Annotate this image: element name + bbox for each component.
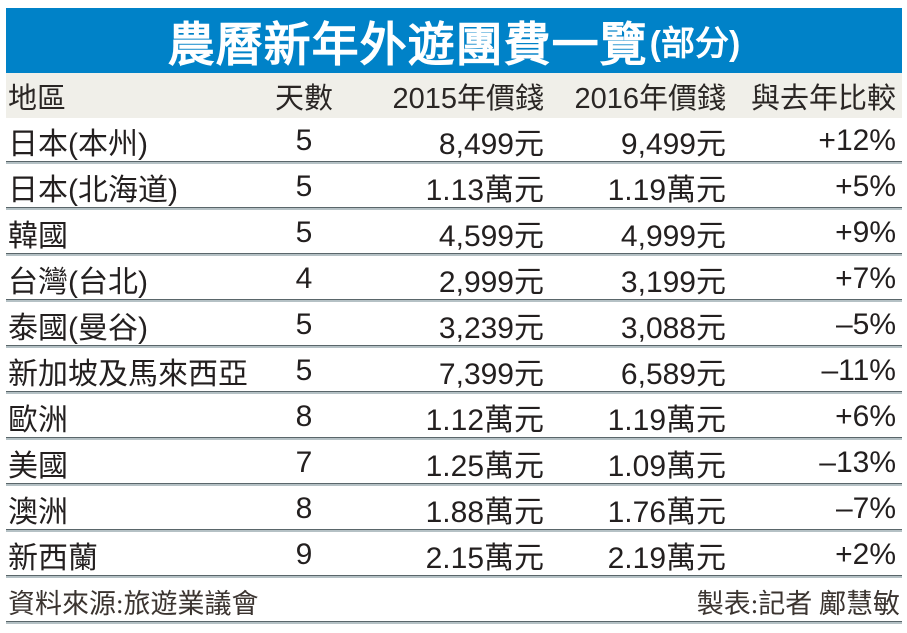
table-row: 美國 7 1.25萬元 1.09萬元 –13% <box>6 440 902 486</box>
days-cell: 5 <box>295 216 313 249</box>
change-cell: +6% <box>835 400 896 433</box>
column-header-days: 天數 <box>274 82 333 115</box>
price-2015-cell: 1.12萬元 <box>425 404 544 437</box>
days-cell: 7 <box>295 446 313 479</box>
days-cell: 5 <box>295 124 313 157</box>
table-row: 歐洲 8 1.12萬元 1.19萬元 +6% <box>6 394 902 440</box>
price-2015-cell: 7,399元 <box>438 358 544 391</box>
table-row: 泰國(曼谷) 5 3,239元 3,088元 –5% <box>6 302 902 348</box>
price-2016-cell: 1.76萬元 <box>607 496 726 529</box>
table-row: 韓國 5 4,599元 4,999元 +9% <box>6 210 902 256</box>
footer: 資料來源:旅遊業議會 製表:記者 鄺慧敏 <box>6 578 902 624</box>
source-credit: 資料來源:旅遊業議會 <box>8 588 259 619</box>
days-cell: 5 <box>295 170 313 203</box>
region-cell: 韓國 <box>8 220 68 253</box>
price-2016-cell: 1.19萬元 <box>607 174 726 207</box>
region-cell: 台灣(台北) <box>8 266 148 299</box>
page-title-suffix: (部分) <box>649 25 741 63</box>
table-body: 日本(本州) 5 8,499元 9,499元 +12% 日本(北海道) 5 1.… <box>6 118 902 578</box>
column-header-change: 與去年比較 <box>750 82 896 115</box>
table-row: 新加坡及馬來西亞 5 7,399元 6,589元 –11% <box>6 348 902 394</box>
price-2016-cell: 3,199元 <box>620 266 726 299</box>
price-2015-cell: 1.88萬元 <box>425 496 544 529</box>
price-2016-cell: 1.19萬元 <box>607 404 726 437</box>
price-2015-cell: 1.25萬元 <box>425 450 544 483</box>
change-cell: +12% <box>818 124 896 157</box>
days-cell: 5 <box>295 308 313 341</box>
table-row: 澳洲 8 1.88萬元 1.76萬元 –7% <box>6 486 902 532</box>
days-cell: 4 <box>295 262 313 295</box>
days-cell: 8 <box>295 400 313 433</box>
price-2016-cell: 9,499元 <box>620 128 726 161</box>
region-cell: 歐洲 <box>8 404 68 437</box>
page-title: 農曆新年外遊團費一覽 <box>167 18 648 71</box>
price-2015-cell: 3,239元 <box>438 312 544 345</box>
author-credit: 製表:記者 鄺慧敏 <box>696 588 900 619</box>
change-cell: –11% <box>821 354 896 387</box>
column-header-price-2015: 2015年價錢 <box>392 82 544 115</box>
region-cell: 泰國(曼谷) <box>8 312 148 345</box>
table-row: 台灣(台北) 4 2,999元 3,199元 +7% <box>6 256 902 302</box>
price-2016-cell: 6,589元 <box>620 358 726 391</box>
change-cell: –7% <box>835 492 896 525</box>
change-cell: +2% <box>835 538 896 571</box>
table-row: 日本(本州) 5 8,499元 9,499元 +12% <box>6 118 902 164</box>
price-2015-cell: 2.15萬元 <box>425 542 544 575</box>
price-2016-cell: 4,999元 <box>620 220 726 253</box>
table-header-row: 地區 天數 2015年價錢 2016年價錢 與去年比較 <box>6 73 902 118</box>
price-2015-cell: 8,499元 <box>438 128 544 161</box>
days-cell: 9 <box>295 538 313 571</box>
change-cell: –13% <box>819 446 896 479</box>
table-row: 新西蘭 9 2.15萬元 2.19萬元 +2% <box>6 532 902 578</box>
region-cell: 日本(北海道) <box>8 174 178 207</box>
region-cell: 澳洲 <box>8 496 68 529</box>
region-cell: 日本(本州) <box>8 128 148 161</box>
change-cell: +5% <box>835 170 896 203</box>
table-row: 日本(北海道) 5 1.13萬元 1.19萬元 +5% <box>6 164 902 210</box>
change-cell: +9% <box>835 216 896 249</box>
price-2016-cell: 1.09萬元 <box>607 450 726 483</box>
price-2015-cell: 4,599元 <box>438 220 544 253</box>
days-cell: 5 <box>295 354 313 387</box>
price-2015-cell: 1.13萬元 <box>425 174 544 207</box>
region-cell: 新加坡及馬來西亞 <box>8 358 248 391</box>
price-2015-cell: 2,999元 <box>438 266 544 299</box>
title-bar: 農曆新年外遊團費一覽 (部分) <box>6 8 902 73</box>
column-header-price-2016: 2016年價錢 <box>574 82 726 115</box>
price-2016-cell: 3,088元 <box>620 312 726 345</box>
region-cell: 美國 <box>8 450 68 483</box>
days-cell: 8 <box>295 492 313 525</box>
change-cell: +7% <box>835 262 896 295</box>
region-cell: 新西蘭 <box>8 542 98 575</box>
change-cell: –5% <box>835 308 896 341</box>
column-header-region: 地區 <box>8 82 67 115</box>
price-2016-cell: 2.19萬元 <box>607 542 726 575</box>
